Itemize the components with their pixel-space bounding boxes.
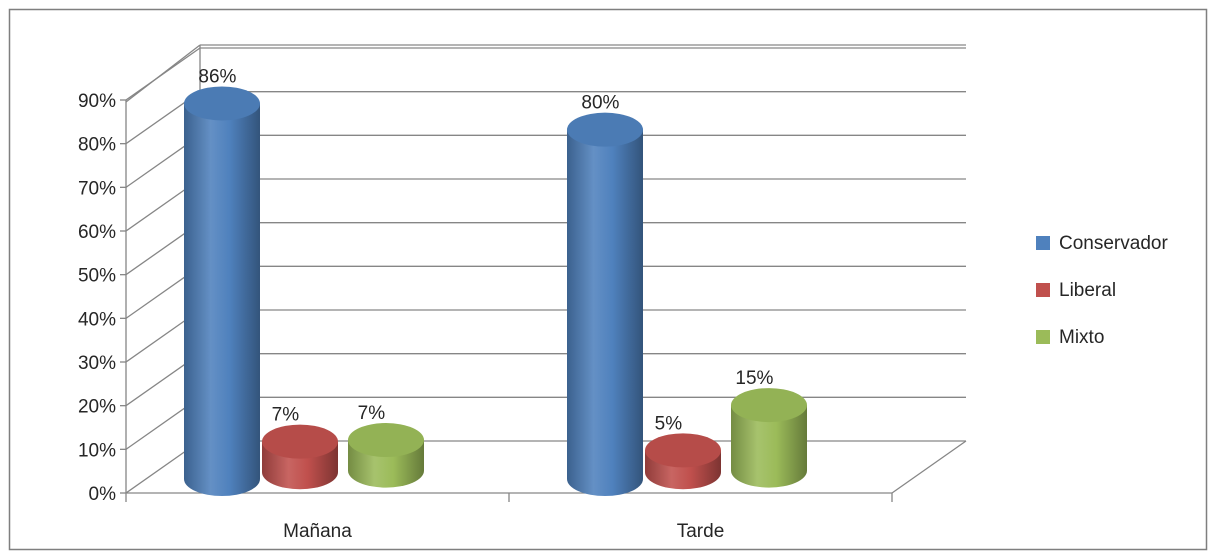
y-tick-label: 0% <box>89 484 117 505</box>
bar-top <box>731 388 807 423</box>
legend-swatch <box>1036 330 1050 344</box>
bar-mixto-tarde <box>731 388 807 488</box>
y-tick-label: 50% <box>78 266 116 287</box>
y-tick-label: 20% <box>78 397 116 418</box>
bar-top <box>567 112 643 147</box>
data-label: 7% <box>358 403 386 424</box>
legend-label: Liberal <box>1059 280 1116 301</box>
x-category-label: Tarde <box>677 521 725 542</box>
bar-body <box>567 129 643 496</box>
legend-swatch <box>1036 236 1050 250</box>
legend-label: Mixto <box>1059 327 1104 348</box>
axes <box>120 99 893 502</box>
y-tick-label: 90% <box>78 91 116 112</box>
y-tick-label: 30% <box>78 353 116 374</box>
bar-top <box>184 86 260 121</box>
data-label: 80% <box>581 93 619 114</box>
y-tick-label: 80% <box>78 135 116 156</box>
bar-top <box>645 433 721 468</box>
data-labels: 86% 7% 7% 80% 5% 15% <box>198 66 773 434</box>
legend-swatch <box>1036 283 1050 297</box>
bar-liberal-manana <box>262 424 338 490</box>
legend-item-conservador: Conservador <box>1036 233 1168 254</box>
data-label: 5% <box>655 413 683 434</box>
x-axis-categories: Mañana Tarde <box>283 521 724 542</box>
y-tick-label: 10% <box>78 440 116 461</box>
legend-label: Conservador <box>1059 233 1168 254</box>
x-category-label: Mañana <box>283 521 352 542</box>
y-tick-label: 40% <box>78 309 116 330</box>
bar-liberal-tarde <box>645 433 721 490</box>
bar-top <box>262 424 338 459</box>
y-tick-label: 70% <box>78 178 116 199</box>
bar-conservador-manana <box>184 86 260 496</box>
legend-item-mixto: Mixto <box>1036 327 1104 348</box>
y-axis-ticks: 0% 10% 20% 30% 40% 50% 60% 70% 80% 90% <box>78 91 116 505</box>
legend-item-liberal: Liberal <box>1036 280 1116 301</box>
gridline-side-top <box>125 44 201 103</box>
bar-top <box>348 423 424 458</box>
y-tick-label: 60% <box>78 222 116 243</box>
data-label: 15% <box>735 368 773 389</box>
bars <box>184 86 807 496</box>
bar-mixto-manana <box>348 423 424 488</box>
data-label: 86% <box>198 66 236 87</box>
data-label: 7% <box>272 405 300 426</box>
bar-body <box>731 405 807 488</box>
legend: Conservador Liberal Mixto <box>1036 233 1168 348</box>
bar-body <box>184 103 260 496</box>
bar-conservador-tarde <box>567 112 643 496</box>
floor-right-edge <box>891 440 967 494</box>
